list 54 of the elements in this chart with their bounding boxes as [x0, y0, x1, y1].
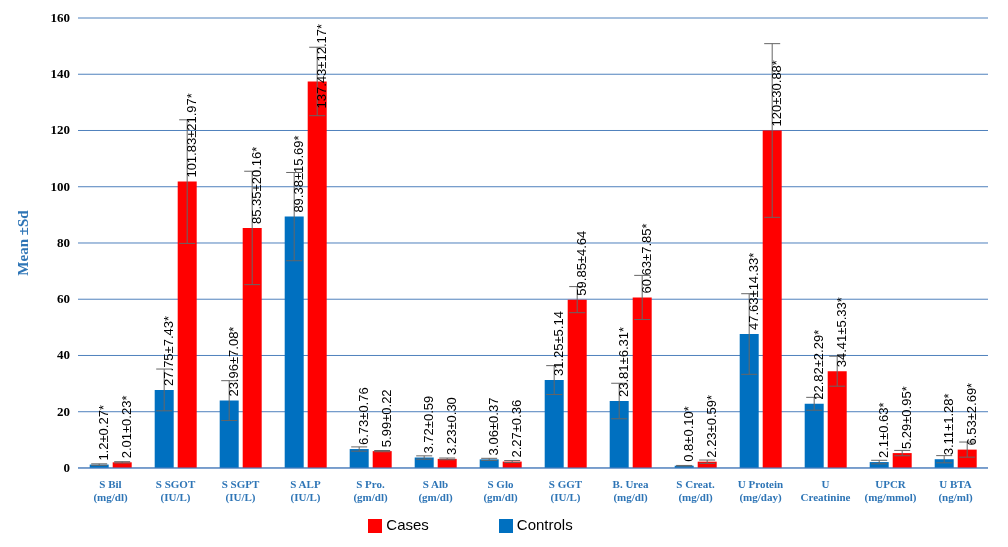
x-tick-label: U Protein (mg/day) [737, 477, 784, 504]
x-tick-label: S Glo (gm/dl) [483, 477, 518, 504]
legend-label: Controls [516, 515, 573, 533]
x-tick-label: S Alb (gm/dl) [418, 477, 453, 504]
legend-label: Cases [386, 515, 429, 533]
data-label: 60.63±7.85* [639, 223, 655, 294]
x-tick-label: S Pro. (gm/dl) [353, 477, 388, 504]
data-label: 47.63±14.33* [746, 252, 762, 331]
data-label: 2.27±0.36 [509, 399, 525, 458]
data-label: 3.23±0.30 [444, 397, 460, 455]
y-tick-label: 100 [50, 178, 70, 194]
data-label: 137.43±12.17* [314, 23, 330, 109]
y-tick-label: 40 [57, 347, 70, 363]
x-tick-label: S GGT (IU/L) [548, 477, 583, 504]
data-label: 101.83±21.97* [184, 93, 200, 178]
data-label: 6.73±0.76 [356, 387, 372, 446]
x-tick-label: S SGOT (IU/L) [155, 477, 196, 504]
x-tick-label: S Bil (mg/dl) [93, 477, 128, 504]
y-tick-label: 20 [57, 403, 70, 419]
data-label: 2.1±0.63* [876, 402, 892, 459]
data-label: 85.35±20.16* [249, 146, 265, 224]
y-tick-label: 0 [63, 459, 70, 475]
data-label: 2.01±0.23* [119, 395, 135, 459]
data-label: 0.8±0.10* [681, 406, 697, 462]
x-tick-label: B. Urea (mg/dl) [612, 477, 649, 504]
data-label: 59.85±4.64 [574, 230, 590, 296]
data-label: 3.72±0.59 [421, 395, 437, 454]
y-axis-title: Mean ±Sd [15, 209, 32, 276]
y-tick-label: 160 [50, 10, 70, 25]
y-tick-label: 120 [50, 122, 70, 138]
data-label: 120±30.88* [769, 60, 785, 127]
data-label: 3.06±0.37 [486, 397, 502, 456]
data-label: 89.38±15.69* [291, 135, 307, 213]
x-tick-label: U Creatinine [800, 477, 851, 503]
x-tick-label: S SGPT (IU/L) [221, 477, 260, 504]
y-tick-label: 60 [57, 291, 70, 307]
x-tick-label: S ALP (IU/L) [290, 477, 321, 504]
data-label: 23.96±7.08* [226, 326, 242, 397]
data-label: 22.82±2.29* [811, 329, 827, 400]
data-label: 6.53±2.69* [964, 382, 980, 446]
data-label: 3.11±1.28* [941, 393, 957, 456]
data-label: 27.75±7.43* [161, 315, 177, 386]
data-label: 31.25±5.14 [551, 311, 567, 377]
y-tick-label: 140 [50, 66, 70, 82]
data-label: 1.2±0.27* [96, 405, 112, 461]
x-tick-label: U BTA (ng/ml) [938, 477, 973, 504]
data-label: 23.81±6.31* [616, 326, 632, 398]
data-label: 5.99±0.22 [379, 389, 395, 448]
data-label: 34.41±5.33* [834, 297, 850, 368]
data-label: 5.29±0.95* [899, 386, 915, 450]
x-tick-label: S Creat. (mg/dl) [676, 477, 715, 504]
x-tick-label: UPCR (mg/mmol) [864, 477, 917, 504]
y-tick-label: 80 [57, 234, 70, 250]
data-label: 2.23±0.59* [704, 394, 720, 458]
